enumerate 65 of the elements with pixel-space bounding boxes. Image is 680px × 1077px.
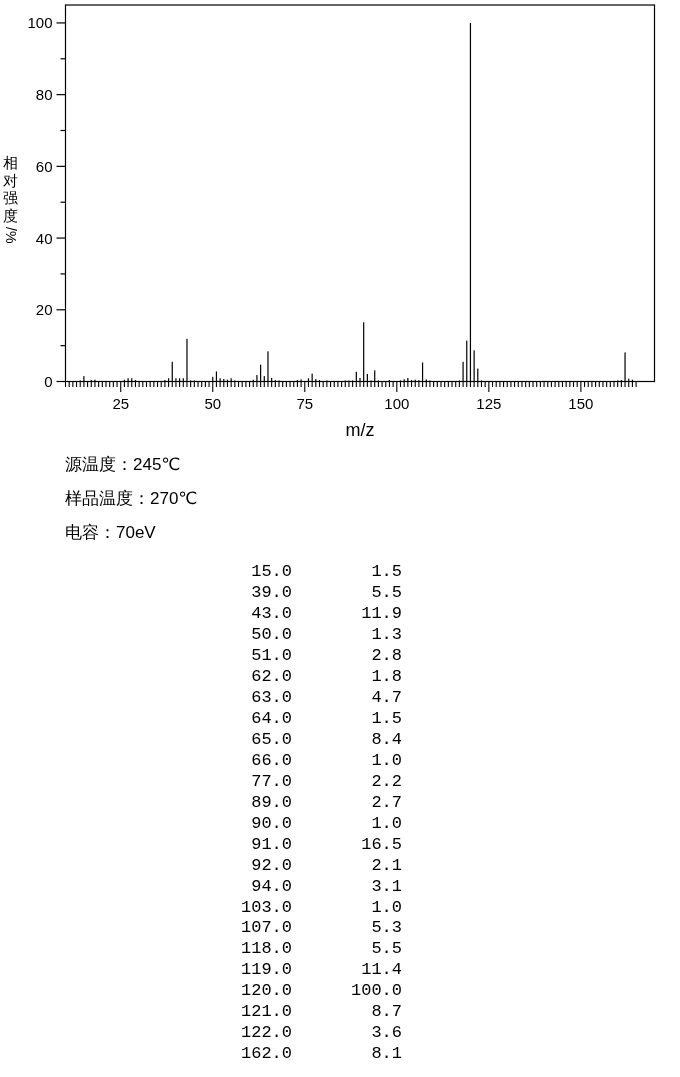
text: 50.0 xyxy=(251,624,292,644)
text: 8.4 xyxy=(371,729,402,749)
x-tick-label: 150 xyxy=(568,395,594,412)
y-tick-label: 80 xyxy=(35,86,53,104)
text: 1.0 xyxy=(371,897,402,917)
text: 样品温度：270℃ xyxy=(65,489,198,508)
text: 15.0 xyxy=(251,562,292,581)
y-tick-label: 0 xyxy=(44,373,53,390)
text: 39.0 xyxy=(251,582,292,602)
text: 1.8 xyxy=(371,666,402,686)
x-tick-label: 125 xyxy=(476,395,502,412)
text: 92.0 xyxy=(251,855,292,875)
text: 103.0 xyxy=(240,897,292,917)
text: 1.0 xyxy=(371,813,402,833)
text: 4.7 xyxy=(371,687,402,707)
y-tick-label: 40 xyxy=(35,229,53,247)
text: 1.5 xyxy=(371,562,402,581)
text: 100.0 xyxy=(350,981,402,1001)
y-tick-label: 100 xyxy=(27,14,53,32)
text: 3.6 xyxy=(371,1023,402,1043)
text: 8.7 xyxy=(371,1002,402,1022)
text: 120.0 xyxy=(240,981,292,1001)
text: 电容：70eV xyxy=(65,523,157,542)
y-tick-label: 60 xyxy=(35,157,53,175)
text: 66.0 xyxy=(251,750,292,770)
text: 122.0 xyxy=(240,1023,292,1043)
text: 43.0 xyxy=(251,603,292,623)
y-axis-title: 相对强度/% xyxy=(2,154,19,244)
text: 107.0 xyxy=(240,918,292,938)
x-axis-title: m/z xyxy=(345,420,375,440)
text: 90.0 xyxy=(251,813,292,833)
x-tick-label: 25 xyxy=(112,395,130,412)
text: 8.1 xyxy=(371,1044,402,1064)
text: 89.0 xyxy=(251,792,292,812)
text: 2.2 xyxy=(371,771,402,791)
text: 1.0 xyxy=(371,750,402,770)
text: 51.0 xyxy=(251,645,292,665)
text: 119.0 xyxy=(240,960,292,980)
text: 162.0 xyxy=(240,1044,292,1064)
text: 1.5 xyxy=(371,708,402,728)
text: 2.8 xyxy=(371,645,402,665)
text: 5.5 xyxy=(371,582,402,602)
text: 5.3 xyxy=(371,918,402,938)
text: 63.0 xyxy=(251,687,292,707)
text: 62.0 xyxy=(251,666,292,686)
x-tick-label: 100 xyxy=(384,395,410,412)
text: 94.0 xyxy=(251,876,292,896)
text: 118.0 xyxy=(240,939,292,959)
text: 3.1 xyxy=(371,876,402,896)
text: 16.5 xyxy=(361,834,402,854)
text: 2.7 xyxy=(371,792,402,812)
text: 2.1 xyxy=(371,855,402,875)
text: 源温度：245℃ xyxy=(65,455,181,474)
x-tick-label: 75 xyxy=(296,395,314,412)
x-tick-label: 50 xyxy=(204,395,222,412)
text: 11.4 xyxy=(361,960,402,980)
text: 91.0 xyxy=(251,834,292,854)
text: 65.0 xyxy=(251,729,292,749)
text: 64.0 xyxy=(251,708,292,728)
y-tick-label: 20 xyxy=(35,301,53,319)
text: 5.5 xyxy=(371,939,402,959)
text: 121.0 xyxy=(240,1002,292,1022)
text: 11.9 xyxy=(361,603,402,623)
text: 1.3 xyxy=(371,624,402,644)
text: 77.0 xyxy=(251,771,292,791)
